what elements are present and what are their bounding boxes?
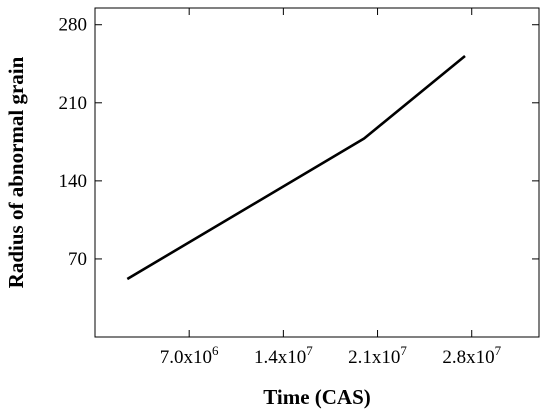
x-tick-label: 1.4x107 xyxy=(254,343,313,368)
x-tick-label: 7.0x106 xyxy=(160,343,219,368)
y-tick-label: 70 xyxy=(68,249,87,270)
y-axis-title: Radius of abnormal grain xyxy=(4,56,28,288)
x-axis-title: Time (CAS) xyxy=(263,385,371,409)
series-line xyxy=(126,54,466,281)
y-tick-label: 210 xyxy=(59,93,88,114)
x-tick-label: 2.8x107 xyxy=(442,343,501,368)
series-layer xyxy=(126,54,466,281)
x-tick-label: 2.1x107 xyxy=(348,343,407,368)
y-tick-label: 140 xyxy=(59,171,88,192)
x-axis-ticks: 7.0x106 1.4x107 2.1x107 2.8x107 xyxy=(160,8,502,368)
y-axis-ticks: 70 140 210 280 xyxy=(59,15,539,270)
y-tick-label: 280 xyxy=(59,15,88,36)
plot-frame xyxy=(94,7,540,338)
